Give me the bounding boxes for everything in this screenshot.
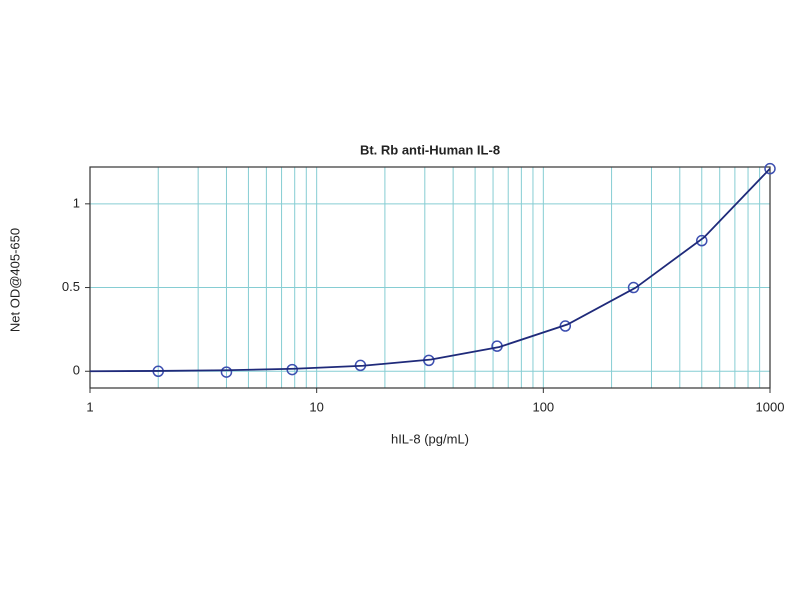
x-axis-label: hIL-8 (pg/mL)	[391, 431, 469, 446]
y-tick-label: 1	[73, 195, 80, 210]
x-tick-label: 100	[532, 399, 554, 414]
data-point	[627, 281, 640, 294]
data-point	[764, 162, 776, 175]
data-point	[220, 366, 233, 378]
chart-title: Bt. Rb anti-Human IL-8	[360, 142, 500, 157]
plot-frame	[89, 166, 771, 389]
data-point	[696, 234, 708, 247]
x-tick-label: 1000	[756, 399, 785, 414]
y-axis-label: Net OD@405-650	[7, 228, 22, 332]
fit-curve	[89, 168, 771, 373]
x-tick-label: 1	[86, 399, 93, 414]
x-tick-label: 10	[309, 399, 323, 414]
y-tick-label: 0	[73, 363, 80, 378]
y-tick-label: 0.5	[62, 279, 80, 294]
